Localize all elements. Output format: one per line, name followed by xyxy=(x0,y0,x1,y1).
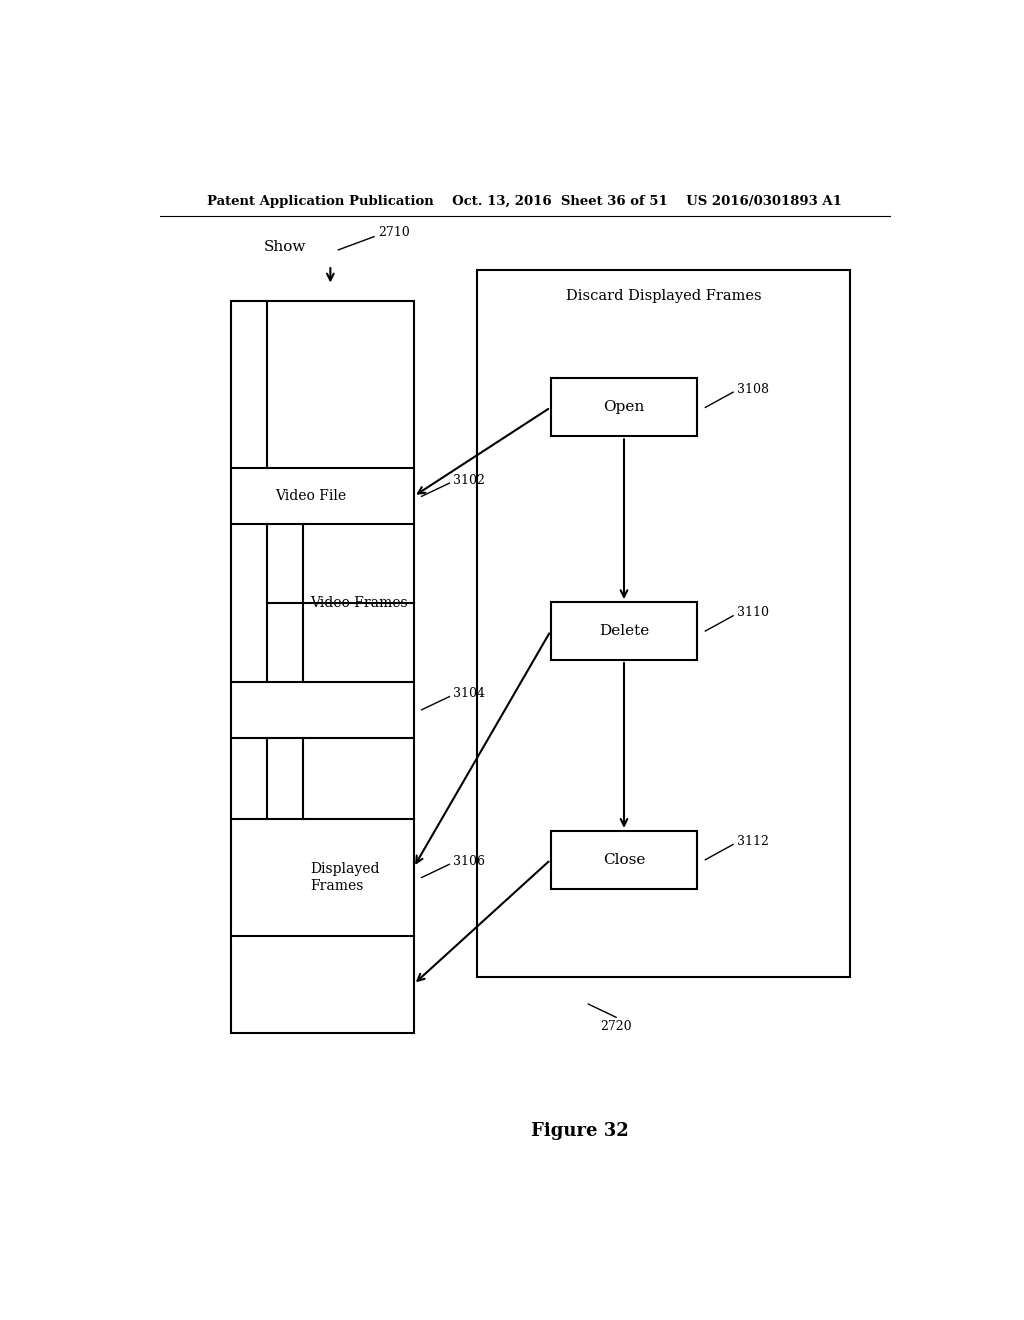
Text: 3102: 3102 xyxy=(454,474,485,487)
Text: Open: Open xyxy=(603,400,645,414)
Text: 3106: 3106 xyxy=(454,855,485,867)
Text: 2720: 2720 xyxy=(600,1020,632,1034)
Text: Patent Application Publication    Oct. 13, 2016  Sheet 36 of 51    US 2016/03018: Patent Application Publication Oct. 13, … xyxy=(208,194,842,207)
Bar xyxy=(477,271,850,977)
Text: Video File: Video File xyxy=(274,490,346,503)
Text: 3112: 3112 xyxy=(737,836,769,847)
Bar xyxy=(551,602,697,660)
Text: Delete: Delete xyxy=(599,624,649,638)
Text: Figure 32: Figure 32 xyxy=(531,1122,629,1140)
Bar xyxy=(551,830,697,888)
Text: 3108: 3108 xyxy=(737,383,769,396)
Text: Video Frames: Video Frames xyxy=(310,597,409,610)
Text: Discard Displayed Frames: Discard Displayed Frames xyxy=(566,289,762,302)
Text: Close: Close xyxy=(603,853,645,867)
Text: Show: Show xyxy=(264,240,306,253)
Text: 3104: 3104 xyxy=(454,686,485,700)
Text: 2710: 2710 xyxy=(378,226,410,239)
Bar xyxy=(551,379,697,437)
Bar xyxy=(231,301,414,1032)
Text: Displayed
Frames: Displayed Frames xyxy=(310,862,380,894)
Text: 3110: 3110 xyxy=(737,606,769,619)
